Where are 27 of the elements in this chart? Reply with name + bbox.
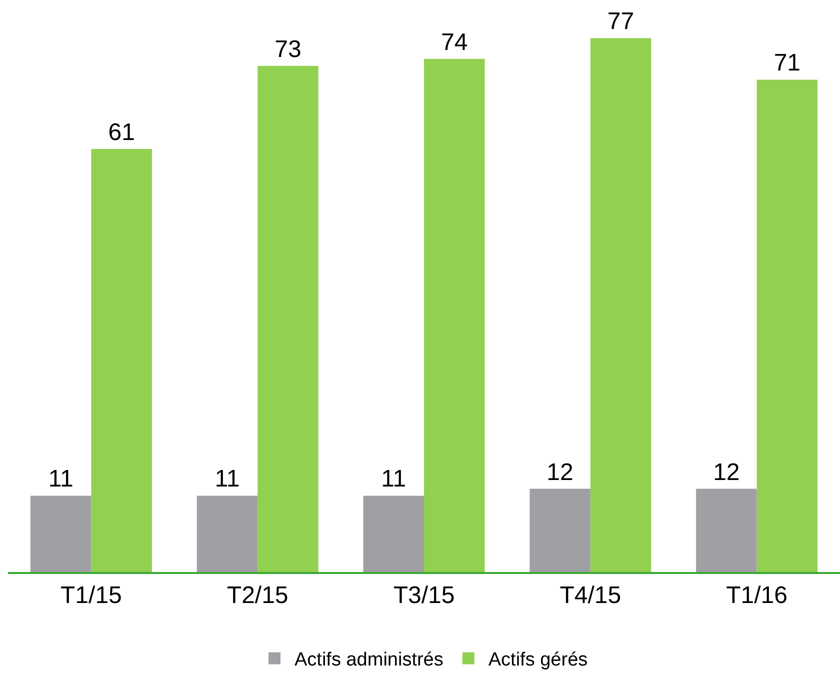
x-tick-label: T4/15	[560, 582, 622, 609]
legend-label: Actifs gérés	[488, 650, 588, 671]
data-label: 11	[381, 466, 406, 493]
data-label: 77	[607, 8, 634, 36]
data-label: 11	[48, 466, 74, 493]
bar	[696, 488, 757, 572]
bar	[258, 66, 318, 572]
x-tick-label: T2/15	[226, 582, 288, 609]
data-label: 73	[274, 36, 302, 63]
bar	[196, 496, 258, 572]
data-label: 71	[774, 50, 801, 77]
data-label: 74	[441, 28, 468, 56]
bar	[30, 496, 92, 572]
data-label: 12	[713, 458, 740, 486]
bar	[590, 38, 652, 572]
x-tick-label: T3/15	[393, 582, 455, 609]
bar	[424, 58, 485, 572]
bar	[530, 488, 590, 572]
x-tick-label: T1/16	[726, 582, 788, 609]
legend-label: Actifs administrés	[294, 650, 444, 671]
data-label: 12	[546, 458, 574, 486]
bar	[756, 80, 818, 572]
bar	[363, 496, 424, 572]
x-tick-label: T1/15	[60, 582, 122, 609]
bar	[91, 149, 152, 572]
data-label: 11	[214, 466, 240, 493]
data-label: 61	[108, 119, 135, 146]
